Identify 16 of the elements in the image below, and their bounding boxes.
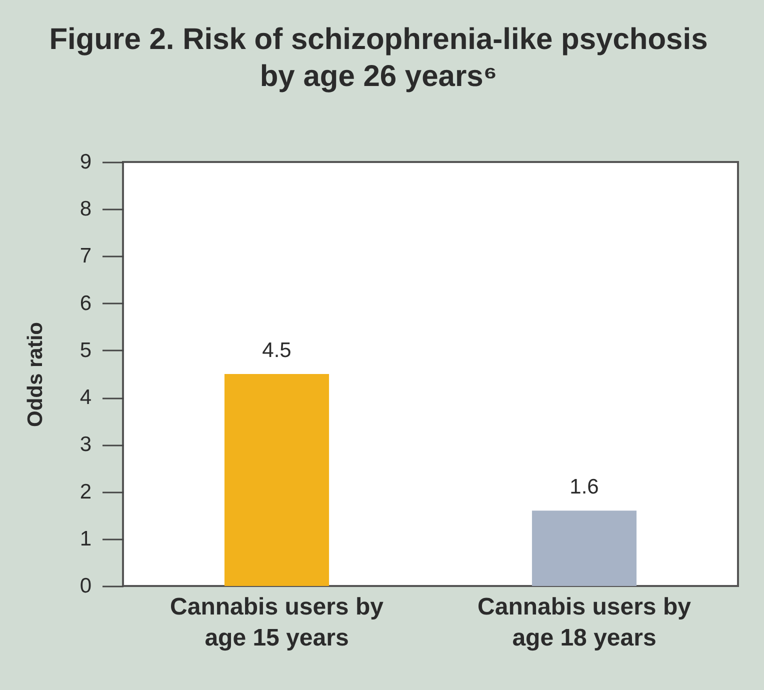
data-label: 4.5 — [262, 339, 292, 362]
chart-title: Figure 2. Risk of schizophrenia-like psychosis by age 26 years⁶ — [49, 23, 708, 93]
y-axis-title: Odds ratio — [24, 322, 47, 428]
y-tick-label: 1 — [80, 527, 92, 550]
y-tick-label: 3 — [80, 433, 92, 456]
y-tick-label: 7 — [80, 244, 92, 268]
y-tick-label: 2 — [80, 480, 92, 504]
y-tick-label: 5 — [80, 338, 92, 362]
y-tick-label: 6 — [80, 292, 92, 315]
y-tick-label: 9 — [80, 150, 92, 174]
y-tick-label: 4 — [80, 386, 92, 410]
y-tick-label: 8 — [80, 198, 92, 221]
y-tick-label: 0 — [80, 574, 92, 598]
x-tick-label: Cannabis users by age 15 years — [170, 594, 384, 652]
data-label: 1.6 — [570, 476, 599, 499]
x-tick-label: Cannabis users by age 18 years — [478, 594, 692, 652]
